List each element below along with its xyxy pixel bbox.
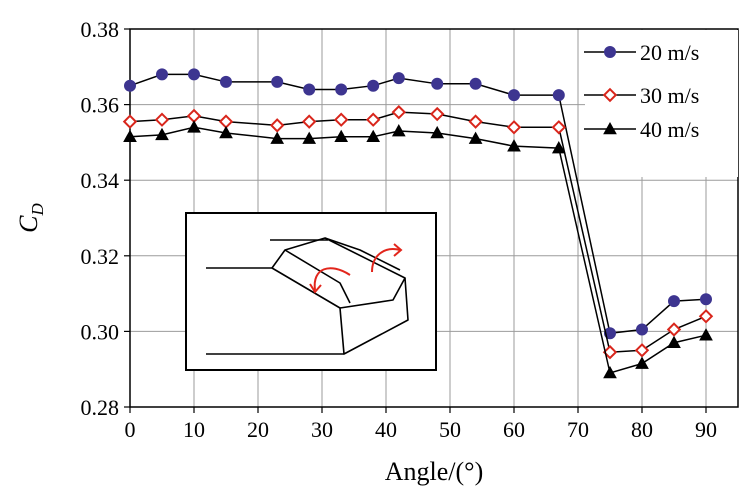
data-point	[507, 139, 521, 152]
inset-sketch	[206, 237, 409, 355]
data-point	[391, 124, 406, 137]
x-tick-label: 80	[631, 417, 653, 442]
data-point	[392, 72, 405, 85]
data-point	[666, 322, 682, 337]
data-point	[335, 83, 348, 96]
y-tick-label: 0.32	[81, 244, 120, 269]
y-tick-labels: 0.28 0.30 0.32 0.34 0.36 0.38	[81, 17, 120, 420]
x-tick-label: 0	[125, 417, 136, 442]
data-point	[391, 104, 407, 120]
data-point	[334, 129, 349, 143]
data-point	[667, 335, 681, 349]
y-tick-label: 0.34	[81, 168, 120, 193]
data-point	[469, 77, 482, 90]
data-point	[430, 125, 445, 139]
data-point	[367, 79, 380, 92]
plot-frame	[129, 28, 739, 408]
data-point	[468, 131, 483, 144]
data-point	[551, 120, 567, 135]
x-tick-label: 20	[247, 417, 269, 442]
x-tick-label: 30	[311, 417, 333, 442]
y-tick-label: 0.36	[81, 93, 120, 118]
data-point	[220, 75, 232, 88]
data-point	[301, 114, 317, 129]
data-point	[700, 293, 712, 306]
data-point	[188, 68, 200, 81]
data-point	[270, 131, 285, 144]
y-tick-label: 0.30	[81, 319, 120, 344]
data-point	[365, 112, 381, 127]
data-point	[154, 112, 170, 127]
legend: 20 m/s 30 m/s 40 m/s	[584, 30, 738, 177]
data-point	[366, 129, 381, 143]
x-tick-label: 10	[183, 417, 205, 442]
data-point	[155, 127, 169, 141]
axes	[124, 28, 739, 413]
y-axis-title-main: C	[14, 215, 43, 233]
y-axis-title: CD	[14, 202, 47, 232]
data-point	[604, 327, 616, 340]
data-point	[124, 79, 136, 92]
data-point	[219, 125, 233, 139]
y-axis-title-sub: D	[28, 202, 47, 216]
series-1	[124, 68, 712, 340]
legend-label: 30 m/s	[640, 83, 699, 108]
x-tick-label: 60	[503, 417, 525, 442]
data-point	[271, 75, 284, 88]
rotation-arrows-icon	[309, 243, 403, 294]
legend-item-2: 30 m/s	[584, 83, 699, 108]
data-point	[431, 77, 444, 90]
data-point	[668, 295, 680, 308]
data-point	[333, 112, 349, 127]
x-tick-label: 40	[375, 417, 397, 442]
data-point	[302, 131, 317, 144]
data-point	[303, 83, 316, 96]
x-tick-label: 70	[567, 417, 589, 442]
data-point	[468, 114, 483, 129]
series-layer	[122, 68, 714, 379]
legend-marker	[602, 87, 618, 103]
y-tick-label: 0.38	[81, 17, 120, 42]
data-point	[552, 89, 565, 102]
x-tick-labels: 0 10 20 30 40 50 60 70 80 90	[125, 417, 718, 442]
legend-marker	[604, 46, 616, 58]
x-tick-label: 90	[695, 417, 717, 442]
data-point	[698, 309, 714, 324]
data-point	[508, 89, 520, 102]
data-point	[122, 114, 138, 129]
legend-item-1: 20 m/s	[584, 40, 699, 65]
data-point	[269, 118, 285, 133]
data-point	[699, 328, 713, 341]
y-tick-label: 0.28	[81, 395, 120, 420]
data-point	[429, 106, 445, 122]
data-point	[635, 356, 649, 369]
legend-label: 40 m/s	[640, 117, 699, 142]
data-point	[551, 141, 566, 154]
series-3	[123, 120, 713, 379]
data-point	[602, 344, 618, 360]
legend-item-3: 40 m/s	[584, 117, 699, 142]
legend-marker	[603, 121, 617, 135]
data-point	[187, 120, 201, 133]
x-axis-title: Angle/(°)	[385, 457, 483, 486]
x-tick-label: 50	[439, 417, 461, 442]
data-point	[634, 343, 650, 358]
data-point	[156, 68, 168, 81]
data-point	[603, 365, 617, 379]
data-point	[636, 323, 648, 336]
legend-label: 20 m/s	[640, 40, 699, 65]
data-point	[123, 129, 137, 143]
inset-illustration	[185, 212, 437, 371]
data-point	[506, 120, 522, 135]
